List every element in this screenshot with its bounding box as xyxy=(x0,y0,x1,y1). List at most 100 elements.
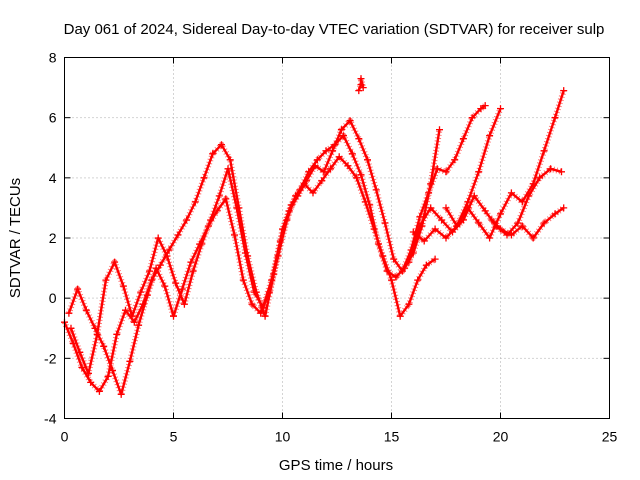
x-tick-label: 0 xyxy=(61,429,69,445)
data-point-marker xyxy=(414,276,422,284)
data-point-marker xyxy=(337,126,345,134)
data-point-marker xyxy=(85,369,92,377)
data-point-marker xyxy=(405,258,413,266)
data-point-marker xyxy=(558,168,565,176)
data-point-marker xyxy=(431,225,439,233)
data-point-marker xyxy=(189,267,197,275)
data-point-marker xyxy=(128,312,136,320)
data-point-marker xyxy=(248,300,256,308)
data-point-marker xyxy=(135,321,143,329)
data-point-marker xyxy=(451,156,459,164)
x-tick-label: 15 xyxy=(384,429,400,445)
data-point-marker xyxy=(143,291,151,299)
data-point-marker xyxy=(113,330,121,338)
data-point-marker xyxy=(222,195,230,203)
data-point-marker xyxy=(547,165,555,173)
data-point-marker xyxy=(111,258,119,266)
data-point-marker xyxy=(329,147,337,155)
data-point-marker xyxy=(327,165,334,173)
data-point-marker xyxy=(357,75,365,83)
data-point-marker xyxy=(117,390,125,398)
data-point-marker xyxy=(268,276,276,284)
data-point-marker xyxy=(294,192,302,200)
y-axis-ticks: -4 -2 0 2 4 6 8 xyxy=(44,50,610,427)
data-point-marker xyxy=(370,225,378,233)
data-point-marker xyxy=(464,198,472,206)
data-point-marker xyxy=(231,231,238,239)
data-point-marker xyxy=(285,207,293,215)
data-point-marker xyxy=(146,267,153,275)
x-tick-label: 5 xyxy=(170,429,178,445)
data-point-marker xyxy=(422,261,430,269)
data-point-marker xyxy=(396,312,404,320)
data-point-marker xyxy=(239,276,247,284)
data-point-marker xyxy=(102,276,110,284)
data-point-marker xyxy=(425,189,433,197)
data-point-marker xyxy=(215,192,223,200)
data-point-marker xyxy=(76,348,84,356)
data-point-marker xyxy=(226,156,234,164)
y-tick-label: 0 xyxy=(49,290,57,306)
data-point-marker xyxy=(468,114,476,122)
data-point-marker xyxy=(486,234,494,242)
x-tick-label: 20 xyxy=(493,429,509,445)
data-point-marker xyxy=(87,378,95,386)
data-point-marker xyxy=(172,279,180,287)
data-point-marker xyxy=(438,216,446,224)
data-point-marker xyxy=(93,330,101,338)
data-point-marker xyxy=(497,210,504,218)
data-point-marker xyxy=(154,234,162,242)
data-point-marker xyxy=(322,147,330,155)
data-point-marker xyxy=(540,147,548,155)
data-point-marker xyxy=(191,198,199,206)
data-point-marker xyxy=(353,174,361,182)
data-point-marker xyxy=(126,357,134,365)
data-point-marker xyxy=(309,189,317,197)
data-point-marker xyxy=(137,288,145,296)
series-8 xyxy=(355,75,367,95)
data-point-marker xyxy=(507,189,515,197)
data-point-marker xyxy=(364,156,371,164)
data-point-marker xyxy=(67,324,75,332)
y-tick-label: 8 xyxy=(49,50,57,66)
data-point-marker xyxy=(359,84,367,92)
data-point-marker xyxy=(313,156,321,164)
data-point-marker xyxy=(261,312,269,320)
data-point-marker xyxy=(514,219,522,227)
data-point-marker xyxy=(161,282,169,290)
data-point-marker xyxy=(259,303,267,311)
data-point-marker xyxy=(355,135,363,143)
data-point-marker xyxy=(200,174,208,182)
data-point-marker xyxy=(470,192,478,200)
data-point-marker xyxy=(431,255,439,263)
data-point-marker xyxy=(361,198,369,206)
data-point-marker xyxy=(459,135,467,143)
data-point-marker xyxy=(536,174,544,182)
data-point-marker xyxy=(481,102,489,110)
data-point-marker xyxy=(442,234,450,242)
data-point-marker xyxy=(276,237,284,245)
data-point-marker xyxy=(183,216,191,224)
data-point-marker xyxy=(551,114,559,122)
data-point-marker xyxy=(551,210,559,218)
data-point-marker xyxy=(453,222,461,230)
data-point-marker xyxy=(130,318,138,326)
series-6 xyxy=(442,87,568,242)
series-7 xyxy=(488,204,568,242)
y-tick-label: 6 xyxy=(49,110,57,126)
data-point-marker xyxy=(388,276,395,284)
data-point-marker xyxy=(433,165,441,173)
data-point-marker xyxy=(170,312,177,320)
y-tick-label: 2 xyxy=(49,230,57,246)
data-point-marker xyxy=(335,153,343,161)
data-point-marker xyxy=(198,240,206,248)
data-point-marker xyxy=(250,288,258,296)
data-point-marker xyxy=(405,300,413,308)
x-axis-ticks: 0 5 10 15 20 25 xyxy=(61,57,617,445)
data-point-marker xyxy=(82,306,90,314)
data-point-marker xyxy=(355,87,363,95)
data-point-marker xyxy=(381,219,389,227)
data-point-marker xyxy=(348,150,356,158)
data-point-marker xyxy=(475,168,483,176)
